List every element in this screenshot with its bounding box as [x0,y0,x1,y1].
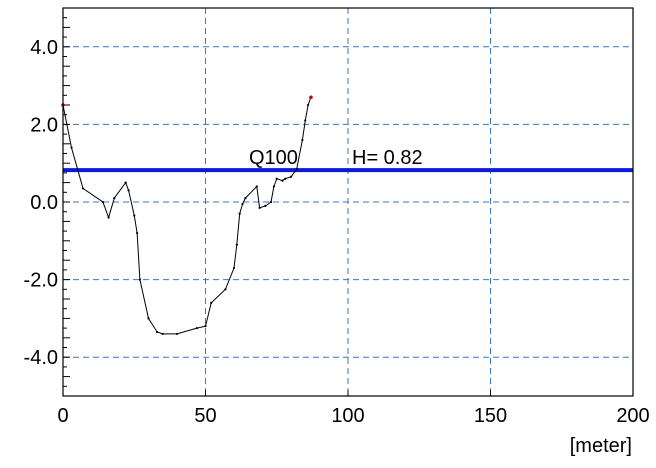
profile-point [81,187,85,190]
profile-point [235,243,238,246]
profile-point [238,212,241,215]
profile-point [138,278,142,281]
profile-point [301,138,304,142]
profile-point [275,177,278,180]
y-tick-label: 4.0 [30,37,58,59]
profile-point [155,330,159,334]
water-level-label: Q100 [249,147,298,169]
y-tick-label: -4.0 [24,347,58,369]
y-tick-label: -2.0 [24,270,58,292]
profile-point [107,216,110,219]
profile-endpoint [309,95,313,100]
profile-point [304,119,307,122]
profile-point [284,177,287,180]
profile-point [232,266,236,270]
y-minor-ticks [62,7,634,397]
x-tick-label: 50 [194,405,216,427]
profile-point [295,167,298,171]
profile-point [289,175,293,178]
profile-point [244,197,247,200]
profile-point [124,181,127,184]
profile-point [307,103,310,107]
tick-labels: 0 50 100 150 200 4.0 2.0 0.0 -2.0 -4.0 [24,37,650,427]
profile-point [195,327,199,330]
profile-point [258,206,261,209]
profile-point [161,332,164,336]
profile-point [175,332,179,336]
profile-point [127,189,130,192]
profile-point [272,185,275,188]
y-tick-label: 0.0 [30,192,58,214]
series-group [61,95,313,336]
annotation-group: Q100 H= 0.82 [249,147,423,169]
profile-point [136,231,139,235]
x-tick-label: 150 [474,405,507,427]
profile-point [113,197,116,200]
profile-point [147,317,150,320]
grid-lines [63,8,633,396]
plot-frame [62,7,634,397]
y-tick-label: 2.0 [30,114,58,136]
x-tick-label: 100 [331,405,364,427]
profile-point [281,179,284,182]
profile-point [204,325,207,328]
profile-point [224,288,227,291]
profile-point [269,200,273,204]
x-tick-label: 200 [616,405,649,427]
profile-point [101,200,104,204]
x-axis-unit-label: [meter] [570,435,632,457]
profile-point [255,185,258,188]
profile-point [210,301,213,304]
water-level-value: H= 0.82 [352,147,423,169]
profile-point [70,146,73,149]
profile-point [133,214,136,217]
profile-point [264,204,267,207]
x-tick-label: 0 [57,405,68,427]
profile-point [241,202,244,206]
